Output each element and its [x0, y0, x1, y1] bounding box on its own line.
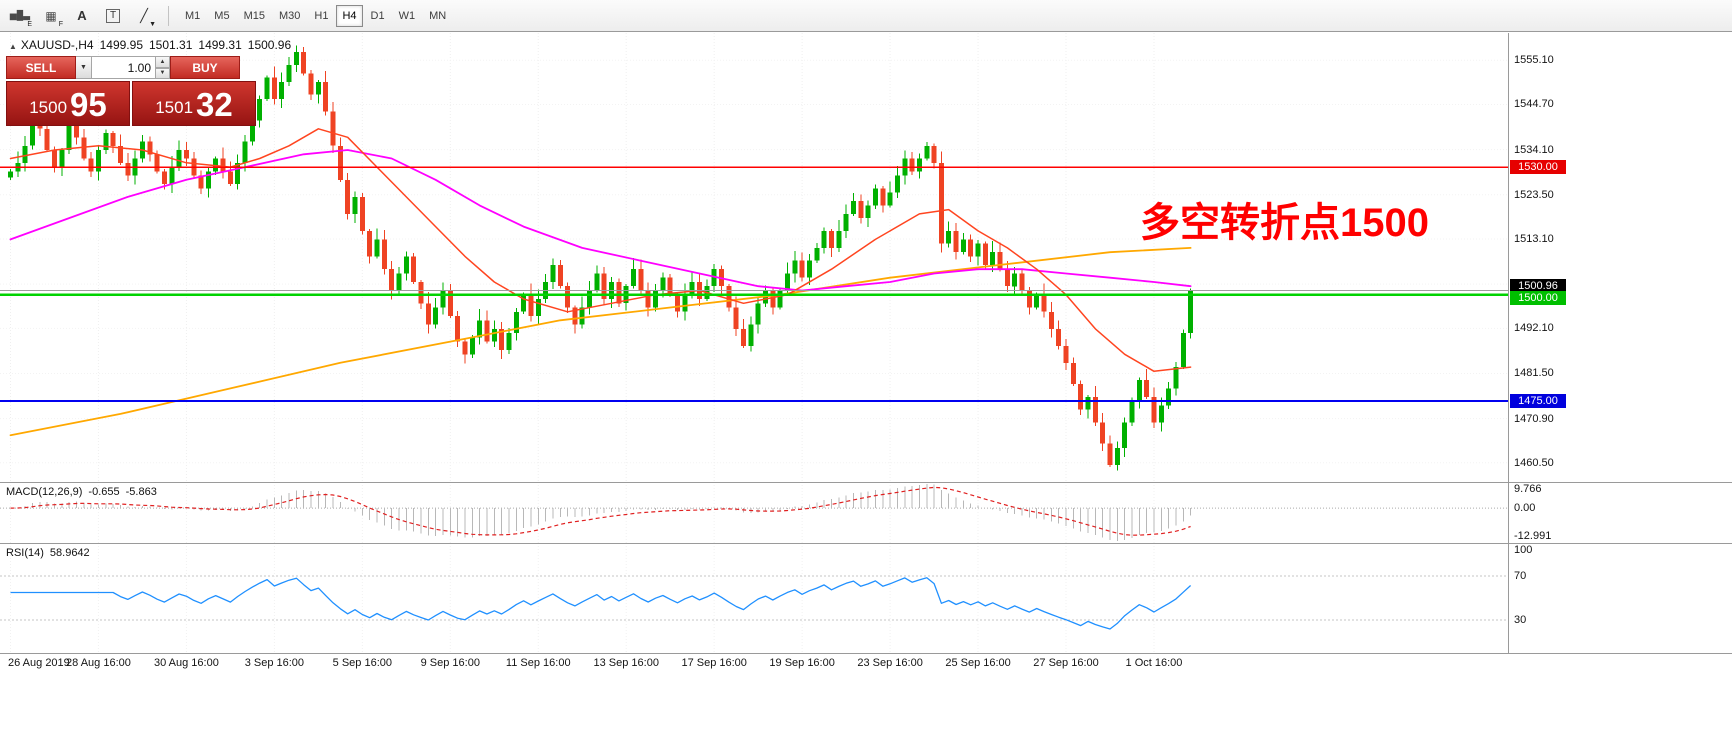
sell-price-main: 1500	[29, 98, 68, 117]
open-value: 1499.95	[99, 38, 143, 52]
trend-note-annotation: 多空转折点1500	[1140, 201, 1429, 245]
draw-line-caret-icon: ▼	[149, 20, 156, 28]
sell-price-display[interactable]: 1500 95	[6, 81, 130, 126]
rsi-tick: 100	[1514, 544, 1533, 556]
close-value: 1500.96	[247, 38, 292, 52]
draw-line-tool-icon: ╱	[140, 8, 148, 23]
timeframe-button-m30[interactable]: M30	[278, 9, 301, 22]
date-label: 13 Sep 16:00	[593, 657, 659, 669]
price-tick: 1534.10	[1514, 143, 1554, 156]
macd-name: MACD(12,26,9)	[6, 486, 83, 498]
symbol-label: XAUUSD-,H4	[20, 38, 94, 52]
macd-indicator-label: MACD(12,26,9) -0.655 -5.863	[6, 486, 163, 498]
rsi-canvas[interactable]	[0, 543, 1508, 653]
price-tick: 1492.10	[1514, 322, 1554, 335]
macd-value-signal: -5.863	[125, 486, 157, 498]
text-label-icon: A	[77, 8, 87, 23]
rsi-value: 58.9642	[49, 547, 90, 559]
timeframe-button-m5[interactable]: M5	[214, 9, 230, 22]
toolbar: ▅█▃ E ▦ F A T ╱ ▼ M1 M5 M15 M30 H1 H4 D1 W1 MN	[0, 0, 1732, 32]
panel-separator	[0, 653, 1732, 654]
sell-price-pips: 95	[70, 86, 107, 123]
timeframe-button-m15[interactable]: M15	[243, 9, 265, 22]
price-tick: 1555.10	[1514, 54, 1554, 67]
text-box-icon: T	[105, 8, 121, 23]
date-label: 23 Sep 16:00	[857, 657, 923, 669]
price-tick: 1460.50	[1514, 456, 1554, 469]
panel-separator	[0, 543, 1732, 544]
macd-canvas[interactable]	[0, 482, 1508, 543]
price-tick: 1481.50	[1514, 367, 1554, 380]
timeframe-button-d1[interactable]: D1	[370, 9, 385, 22]
text-box-button[interactable]: T	[99, 3, 127, 29]
tile-windows-icon: ▦	[45, 8, 57, 23]
date-label: 3 Sep 16:00	[244, 657, 305, 669]
chart-profile-button[interactable]: ▅█▃ E	[6, 3, 34, 29]
timeframe-button-m1[interactable]: M1	[185, 9, 201, 22]
price-line-label: 1500.96	[1510, 278, 1566, 293]
macd-value-main: -0.655	[88, 486, 120, 498]
price-line-label: 1500.00	[1510, 290, 1566, 305]
tile-windows-button[interactable]: ▦ F	[37, 3, 65, 29]
high-value: 1501.31	[149, 38, 193, 52]
date-label: 30 Aug 16:00	[153, 657, 219, 669]
order-type-dropdown[interactable]: ▼	[76, 56, 92, 79]
rsi-indicator-label: RSI(14) 58.9642	[6, 547, 96, 559]
panel-separator	[0, 482, 1732, 483]
timeframe-button-h4[interactable]: H4	[336, 4, 363, 27]
date-label: 25 Sep 16:00	[945, 657, 1011, 669]
date-label: 17 Sep 16:00	[681, 657, 747, 669]
price-line-label: 1530.00	[1510, 160, 1566, 175]
buy-price-display[interactable]: 1501 32	[132, 81, 256, 126]
ohlc-readout: ▲ XAUUSD-,H4 1499.95 1501.31 1499.31 1500.96	[9, 38, 297, 52]
date-label: 9 Sep 16:00	[420, 657, 480, 669]
date-label: 11 Sep 16:00	[505, 657, 571, 669]
text-label-button[interactable]: A	[68, 3, 96, 29]
symbol-marker-icon: ▲	[9, 42, 17, 51]
date-label: 26 Aug 2019	[8, 657, 70, 669]
tile-windows-sub-label: F	[58, 20, 63, 28]
volume-stepper: ▲ ▼	[156, 56, 170, 79]
price-tick: 1523.50	[1514, 188, 1554, 201]
chart-profile-sub-label: E	[27, 20, 32, 28]
volume-up-button[interactable]: ▲	[156, 56, 170, 68]
price-tick: 1470.90	[1514, 412, 1554, 425]
sell-button[interactable]: SELL	[6, 56, 76, 79]
buy-price-main: 1501	[155, 98, 194, 117]
date-label: 28 Aug 16:00	[66, 657, 131, 669]
date-label: 5 Sep 16:00	[332, 657, 392, 669]
buy-price-pips: 32	[196, 86, 233, 123]
date-label: 27 Sep 16:00	[1033, 657, 1099, 669]
date-label: 19 Sep 16:00	[769, 657, 835, 669]
rsi-tick: 70	[1514, 570, 1527, 582]
timeframe-button-h1[interactable]: H1	[314, 9, 329, 22]
rsi-tick: 30	[1514, 614, 1527, 626]
timeframe-button-mn[interactable]: MN	[429, 9, 447, 22]
timeframe-button-w1[interactable]: W1	[398, 9, 416, 22]
macd-tick: -12.991	[1514, 530, 1552, 542]
low-value: 1499.31	[198, 38, 242, 52]
rsi-name: RSI(14)	[6, 547, 44, 559]
chart-profile-icon: ▅█▃	[9, 10, 31, 20]
buy-button[interactable]: BUY	[170, 56, 240, 79]
price-line-label: 1475.00	[1510, 394, 1566, 409]
price-tick: 1513.10	[1514, 232, 1554, 245]
volume-input[interactable]	[92, 56, 156, 79]
volume-down-button[interactable]: ▼	[156, 67, 170, 79]
axis-separator	[1508, 33, 1509, 653]
price-tick: 1544.70	[1514, 98, 1554, 111]
macd-tick: 0.00	[1514, 502, 1536, 515]
draw-line-tool-button[interactable]: ╱ ▼	[130, 3, 158, 29]
timeframe-toolbar: M1 M5 M15 M30 H1 H4 D1 W1 MN	[179, 4, 452, 27]
toolbar-separator	[168, 5, 169, 26]
one-click-trading-panel: SELL ▼ ▲ ▼ BUY 1500 95 1501 32	[6, 56, 256, 126]
date-label: 1 Oct 16:00	[1125, 657, 1183, 669]
macd-tick: 9.766	[1514, 483, 1542, 495]
